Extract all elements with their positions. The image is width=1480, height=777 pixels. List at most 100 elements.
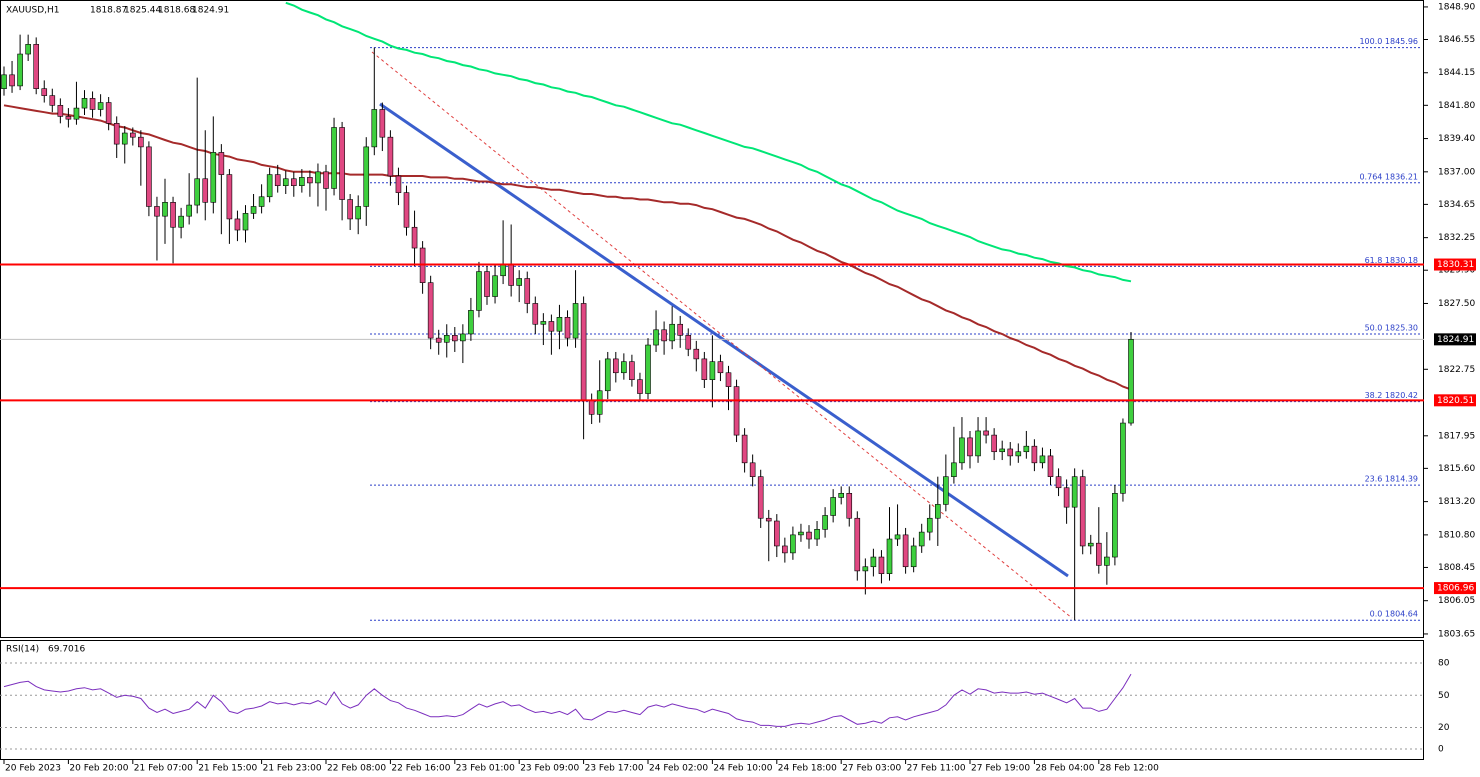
fib-label: 0.0 1804.64: [1370, 610, 1418, 619]
candle-body: [315, 171, 321, 184]
y-tick-label: 1803.65: [1438, 629, 1475, 639]
fib-label: 23.6 1814.39: [1365, 475, 1418, 484]
x-tick-label: 23 Feb 01:00: [456, 764, 515, 774]
x-tick-label: 20 Feb 2023: [5, 764, 61, 774]
candle-body: [588, 400, 595, 415]
rsi-panel-frame: [0, 640, 1424, 760]
candle-body: [65, 116, 72, 120]
candle-body: [218, 152, 225, 175]
candle-body: [765, 517, 772, 522]
candle-body: [49, 95, 56, 106]
candle-body: [894, 534, 901, 540]
x-tick-label: 24 Feb 18:00: [778, 764, 837, 774]
candle-body: [81, 98, 88, 109]
close-value: 1824.91: [192, 6, 229, 16]
x-tick-label: 23 Feb 09:00: [520, 764, 579, 774]
price-tag-label: 1806.96: [1437, 584, 1474, 594]
candle-body: [991, 434, 997, 453]
candle-body: [331, 127, 337, 189]
candle-body: [17, 53, 23, 87]
candle-body: [685, 335, 692, 350]
candle-body: [918, 531, 925, 547]
candle-body: [773, 520, 780, 547]
candle-body: [130, 132, 136, 138]
x-tick-label: 21 Feb 07:00: [134, 764, 193, 774]
candle-body: [822, 515, 828, 530]
y-tick-label: 1844.15: [1438, 68, 1475, 78]
y-tick-label: 1839.40: [1438, 134, 1475, 144]
x-tick-label: 21 Feb 15:00: [198, 764, 257, 774]
candle-body: [186, 204, 192, 217]
candle-body: [926, 517, 933, 533]
candle-body: [33, 44, 40, 89]
candle-body: [540, 321, 547, 325]
candle-body: [476, 271, 482, 311]
low-value: 1818.68: [158, 6, 195, 16]
x-tick-label: 27 Feb 03:00: [842, 764, 901, 774]
candle-body: [669, 323, 675, 342]
candle-body: [532, 303, 539, 325]
candle-body: [757, 476, 764, 519]
candle-body: [1087, 542, 1094, 547]
y-tick-label: 1846.55: [1438, 35, 1475, 45]
rsi-title: RSI(14): [6, 645, 39, 655]
fib-label: 38.2 1820.42: [1365, 391, 1418, 400]
candle-body: [1007, 448, 1014, 457]
candle-body: [484, 271, 490, 297]
price-tag-label: 1820.51: [1437, 396, 1474, 406]
rsi-tick-label: 20: [1438, 723, 1450, 733]
candle-body: [580, 303, 587, 401]
candle-body: [1047, 455, 1054, 477]
candle-body: [162, 202, 168, 217]
candle-body: [97, 102, 104, 110]
candle-body: [572, 303, 579, 339]
candle-body: [790, 534, 796, 554]
trend-line: [379, 102, 1069, 578]
fib-label: 50.0 1825.30: [1365, 323, 1418, 332]
candle-body: [604, 358, 611, 392]
candle-body: [395, 175, 402, 193]
x-tick-label: 28 Feb 04:00: [1035, 764, 1094, 774]
candle-body: [862, 566, 869, 572]
candle-body: [701, 358, 708, 380]
candle-body: [661, 329, 667, 342]
x-tick-label: 20 Feb 20:00: [69, 764, 128, 774]
candle-body: [1079, 476, 1086, 547]
candle-body: [959, 437, 965, 464]
candle-body: [693, 348, 700, 360]
x-tick-label: 24 Feb 02:00: [649, 764, 708, 774]
candle-body: [323, 171, 329, 189]
candle-body: [983, 430, 989, 436]
candle-body: [596, 390, 603, 415]
candle-body: [170, 202, 176, 228]
candle-body: [89, 98, 96, 110]
candle-body: [492, 275, 498, 297]
candle-body: [282, 178, 289, 186]
candle-body: [9, 74, 15, 87]
candle-body: [870, 556, 877, 568]
candle-body: [194, 178, 200, 206]
y-tick-label: 1827.50: [1438, 299, 1475, 309]
price-tag-label: 1830.31: [1437, 260, 1474, 270]
candle-body: [556, 317, 563, 332]
candle-body: [1063, 487, 1070, 508]
candle-body: [290, 178, 297, 186]
x-tick-label: 28 Feb 12:00: [1100, 764, 1159, 774]
moving-average: [285, 1, 1132, 283]
fib-label: 100.0 1845.96: [1359, 37, 1418, 46]
candle-body: [798, 531, 804, 536]
candle-body: [25, 44, 31, 55]
x-tick-label: 27 Feb 11:00: [907, 764, 966, 774]
x-tick-label: 24 Feb 10:00: [713, 764, 772, 774]
candle-body: [427, 282, 434, 339]
rsi-value: 69.7016: [48, 645, 85, 655]
rsi-tick-label: 80: [1438, 659, 1450, 669]
candle-body: [1128, 339, 1134, 424]
candle-body: [121, 132, 128, 145]
candle-body: [210, 152, 217, 203]
open-value: 1818.87: [90, 6, 127, 16]
current-price-tag: [1434, 333, 1476, 346]
candle-body: [806, 531, 812, 540]
current-price-label: 1824.91: [1437, 335, 1474, 345]
